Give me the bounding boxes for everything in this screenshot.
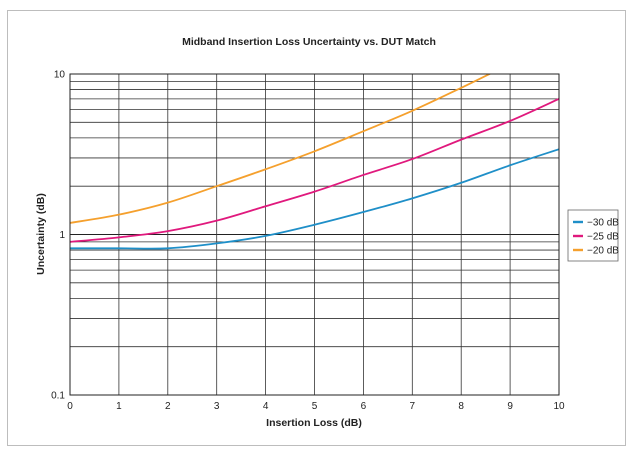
data-point <box>264 205 266 207</box>
x-tick-label: 7 <box>410 401 416 412</box>
data-point <box>216 219 218 221</box>
chart-frame: Midband Insertion Loss Uncertainty vs. D… <box>7 10 626 446</box>
x-tick-label: 10 <box>553 401 565 412</box>
x-tick-label: 9 <box>507 401 513 412</box>
data-point <box>509 164 511 166</box>
legend-label: −25 dB <box>587 232 619 243</box>
x-tick-label: 4 <box>263 401 269 412</box>
x-tick-label: 5 <box>312 401 318 412</box>
x-tick-label: 8 <box>458 401 464 412</box>
y-tick-label: 1 <box>59 230 65 241</box>
y-axis-title: Uncertainty (dB) <box>35 193 47 275</box>
data-point <box>118 236 120 238</box>
data-point <box>509 63 511 65</box>
legend-label: −20 dB <box>587 246 619 257</box>
series-line-3 <box>70 74 492 224</box>
x-tick-label: 3 <box>214 401 220 412</box>
data-point <box>264 235 266 237</box>
chart-title: Midband Insertion Loss Uncertainty vs. D… <box>182 36 436 48</box>
y-tick-label: 10 <box>54 70 66 81</box>
data-point <box>167 201 169 203</box>
series-lines <box>70 42 560 250</box>
data-point <box>460 182 462 184</box>
data-point <box>558 42 560 44</box>
y-tick-label: 0.1 <box>51 391 65 402</box>
series-line-1 <box>70 148 559 250</box>
legend-box <box>567 209 619 262</box>
x-axis-title: Insertion Loss (dB) <box>266 417 362 429</box>
data-point <box>118 213 120 215</box>
chart-svg: Midband Insertion Loss Uncertainty vs. D… <box>35 36 619 429</box>
data-point <box>313 190 315 192</box>
legend-label: −30 dB <box>587 218 619 229</box>
data-point <box>362 211 364 213</box>
x-tick-label: 0 <box>67 401 73 412</box>
x-tick-label: 6 <box>361 401 367 412</box>
data-point <box>411 158 413 160</box>
data-point <box>216 242 218 244</box>
data-point <box>118 247 120 249</box>
data-point <box>460 138 462 140</box>
data-point <box>313 150 315 152</box>
data-point <box>264 168 266 170</box>
data-point <box>216 185 218 187</box>
data-point <box>460 87 462 89</box>
plot-border <box>69 73 560 396</box>
data-point <box>362 174 364 176</box>
data-point <box>362 130 364 132</box>
tick-labels: 0 1 2 3 4 5 6 7 8 9 10 0.1 1 10 <box>51 70 565 413</box>
x-tick-label: 2 <box>165 401 171 412</box>
data-point <box>167 230 169 232</box>
data-point <box>509 120 511 122</box>
legend: −30 dB −25 dB −20 dB <box>567 209 619 262</box>
data-point <box>313 224 315 226</box>
data-point <box>167 247 169 249</box>
series-line-2 <box>70 98 559 243</box>
data-point <box>411 197 413 199</box>
x-tick-label: 1 <box>116 401 122 412</box>
data-point <box>411 110 413 112</box>
